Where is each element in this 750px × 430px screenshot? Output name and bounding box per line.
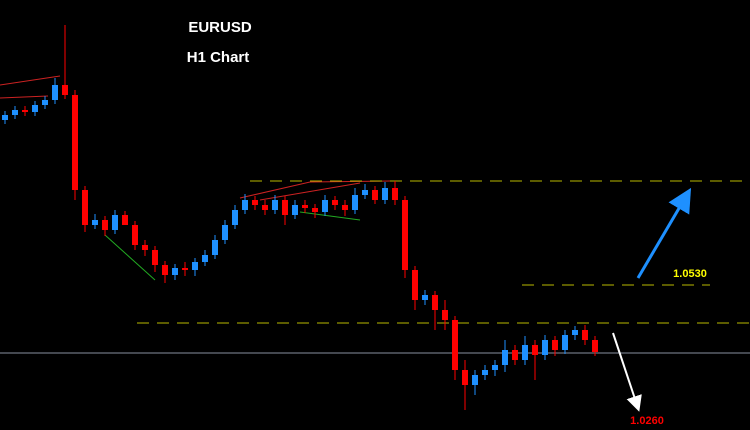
candle-body: [552, 340, 558, 350]
candle-body: [432, 295, 438, 310]
candle-body: [532, 345, 538, 355]
candle-body: [102, 220, 108, 230]
candle-body: [122, 215, 128, 225]
trend-line: [0, 75, 61, 86]
candle-body: [32, 105, 38, 112]
candle-body: [42, 100, 48, 105]
candle-body: [472, 375, 478, 385]
candle-body: [492, 365, 498, 370]
candle-body: [502, 350, 508, 365]
candle-body: [542, 340, 548, 355]
candle-body: [222, 225, 228, 240]
candle-body: [482, 370, 488, 375]
trend-line: [299, 211, 361, 221]
candle-body: [522, 345, 528, 360]
candle-body: [592, 340, 598, 352]
candle-body: [412, 270, 418, 300]
trend-line: [0, 95, 49, 99]
candle-body: [232, 210, 238, 225]
chart-subtitle: H1 Chart: [187, 49, 250, 66]
candle-body: [12, 110, 18, 115]
candle-body: [322, 200, 328, 212]
candle-body: [92, 220, 98, 225]
candle-body: [382, 188, 388, 200]
candle-body: [242, 200, 248, 210]
candle-body: [372, 190, 378, 200]
candle-body: [292, 205, 298, 215]
candle-body: [2, 115, 8, 120]
candle-body: [462, 370, 468, 385]
candle-body: [172, 268, 178, 275]
candle-body: [352, 195, 358, 210]
candle-body: [82, 190, 88, 225]
candle-body: [302, 205, 308, 208]
trend-line: [104, 234, 156, 281]
candle-body: [312, 208, 318, 212]
up-arrow: [636, 187, 692, 279]
candle-body: [512, 350, 518, 360]
candle-body: [52, 85, 58, 100]
trend-line: [239, 180, 391, 199]
candle-body: [362, 190, 368, 195]
candle-body: [402, 200, 408, 270]
candle-body: [392, 188, 398, 200]
candle-body: [182, 268, 188, 270]
candle-body: [582, 330, 588, 340]
candle-body: [112, 215, 118, 230]
chart-title: EURUSD: [188, 19, 252, 36]
candle-body: [562, 335, 568, 350]
candle-body: [72, 95, 78, 190]
trend-lines: [0, 75, 391, 281]
target-label: 1.0260: [630, 415, 664, 427]
candle-body: [572, 330, 578, 335]
candle-body: [452, 320, 458, 370]
target-label: 1.0530: [673, 268, 707, 280]
candle-body: [272, 200, 278, 210]
candle-body: [192, 262, 198, 270]
down-arrow: [612, 332, 642, 412]
candle-body: [342, 205, 348, 210]
candle-body: [162, 265, 168, 275]
candle-body: [252, 200, 258, 205]
candle-body: [422, 295, 428, 300]
candle-body: [152, 250, 158, 265]
trend-line: [259, 182, 361, 201]
candle-body: [202, 255, 208, 262]
candle-body: [282, 200, 288, 215]
candle-body: [212, 240, 218, 255]
candle-body: [142, 245, 148, 250]
candle-body: [62, 85, 68, 95]
candle-body: [332, 200, 338, 205]
candle-body: [262, 205, 268, 210]
candle-body: [22, 110, 28, 112]
candle-body: [132, 225, 138, 245]
candle-body: [442, 310, 448, 320]
